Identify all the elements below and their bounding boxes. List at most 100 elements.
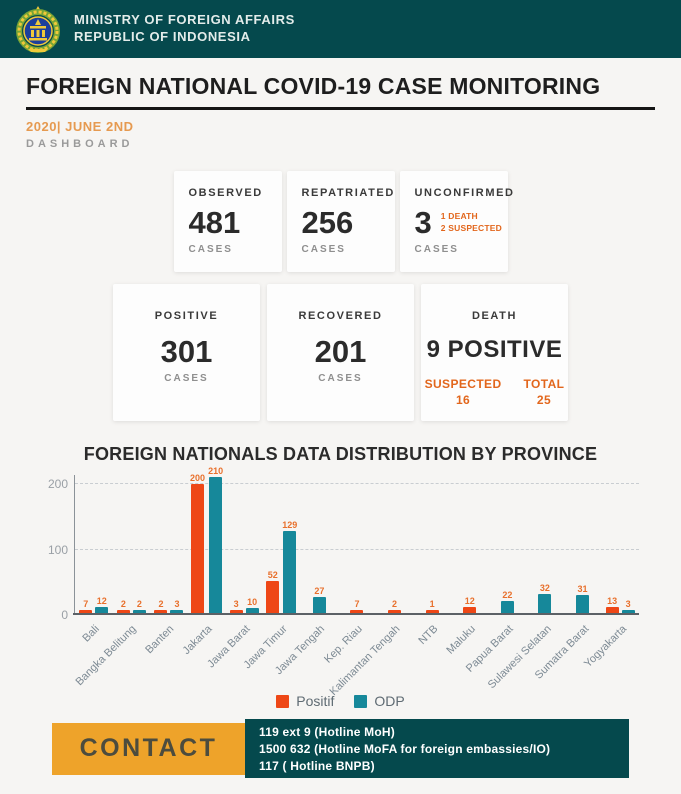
stat-unit: CASES bbox=[318, 373, 363, 384]
contact-line-moh: 119 ext 9 (Hotline MoH) bbox=[259, 724, 395, 739]
bar-value-label: 13 bbox=[607, 595, 618, 606]
stat-label: POSITIVE bbox=[154, 310, 219, 322]
positif-swatch-icon bbox=[276, 694, 290, 708]
note-death: 1 DEATH bbox=[440, 211, 478, 222]
stats-row-1: OBSERVED 481 CASES REPATRIATED 256 CASES… bbox=[26, 171, 655, 272]
chart-baseline bbox=[73, 613, 639, 615]
bar-odp bbox=[621, 609, 635, 615]
bar-value-label: 52 bbox=[267, 569, 278, 580]
stat-unit: CASES bbox=[188, 244, 233, 255]
x-axis-label: Yogyakarta bbox=[581, 623, 629, 671]
bar-group-papua-barat: 22 bbox=[489, 590, 527, 615]
stat-card-repatriated: REPATRIATED 256 CASES bbox=[286, 171, 395, 272]
bar-positif bbox=[266, 580, 280, 615]
chart-x-axis: Bali Bangka Belitung Banten Jakarta Jawa Bar… bbox=[74, 615, 639, 705]
bar-group-sumatra-barat: 31 bbox=[564, 584, 602, 615]
contact-info: 119 ext 9 (Hotline MoH) 1500 632 (Hotlin… bbox=[245, 719, 629, 778]
bar-value-label: 3 bbox=[233, 598, 239, 609]
stat-card-unconfirmed: UNCONFIRMED 3 1 DEATH 2 SUSPECTED CASES bbox=[399, 171, 513, 272]
legend-item-positif: Positif bbox=[276, 693, 334, 709]
bar-odp bbox=[209, 477, 223, 615]
x-axis-label: Bangka Belitung bbox=[73, 623, 140, 689]
bar-group-kep-riau: 7 bbox=[338, 598, 376, 615]
bar-value-label: 12 bbox=[96, 596, 107, 607]
stat-unit: CASES bbox=[301, 244, 346, 255]
stat-label: OBSERVED bbox=[188, 187, 263, 199]
bar-value-label: 31 bbox=[577, 583, 588, 594]
title-underline bbox=[26, 107, 655, 110]
ministry-name: MINISTRY OF FOREIGN AFFAIRS REPUBLIC OF … bbox=[74, 12, 295, 46]
bar-value-label: 27 bbox=[314, 586, 325, 597]
x-axis-label: Kalimantan Tengah bbox=[327, 623, 403, 698]
contact-line-mofa: 1500 632 (Hotline MoFA for foreign embas… bbox=[259, 741, 551, 756]
page-title: FOREIGN NATIONAL COVID-19 CASE MONITORIN… bbox=[26, 73, 601, 99]
stat-label: RECOVERED bbox=[298, 310, 383, 322]
bar-positif bbox=[388, 609, 402, 615]
date-label: 2020| JUNE 2ND bbox=[26, 119, 134, 134]
bar-group-maluku: 12 bbox=[451, 596, 489, 615]
bar-group-jawa-timur: 52 129 bbox=[263, 520, 301, 615]
chart-plot-area: 7 12 2 2 2 3 200 210 3 10 52 129 27 7 2 1 12 22 32 31 13 3 bbox=[73, 466, 639, 615]
legend-label: ODP bbox=[374, 693, 405, 709]
stat-card-recovered: RECOVERED 201 CASES bbox=[267, 284, 414, 421]
bar-positif bbox=[154, 609, 168, 615]
bar-group-kalimantan-tengah: 2 bbox=[376, 599, 414, 615]
bar-group-jakarta: 200 210 bbox=[188, 466, 226, 615]
stat-card-death: DEATH 9 POSITIVE SUSPECTED 16 TOTAL 25 bbox=[421, 284, 568, 421]
bar-positif bbox=[605, 606, 619, 615]
death-total: TOTAL 25 bbox=[523, 377, 565, 408]
stat-card-observed: OBSERVED 481 CASES bbox=[173, 171, 282, 272]
stat-unit: CASES bbox=[414, 244, 459, 255]
x-axis-label: Banten bbox=[143, 623, 177, 657]
bar-odp bbox=[245, 608, 259, 615]
bar-value-label: 3 bbox=[174, 598, 180, 609]
bar-odp bbox=[538, 594, 552, 615]
bar-group-jawa-barat: 3 10 bbox=[225, 597, 263, 615]
ministry-emblem-icon bbox=[16, 6, 60, 53]
bar-group-ntb: 1 bbox=[413, 598, 451, 615]
gridline bbox=[75, 548, 639, 550]
bar-odp bbox=[576, 594, 590, 615]
legend-item-odp: ODP bbox=[354, 693, 405, 709]
bar-value-label: 32 bbox=[539, 583, 550, 594]
note-suspected: 2 SUSPECTED bbox=[440, 222, 502, 233]
bar-value-label: 1 bbox=[429, 598, 435, 609]
bar-value-label: 2 bbox=[136, 598, 142, 609]
chart-bars: 7 12 2 2 2 3 200 210 3 10 52 129 27 7 2 1 12 22 32 31 13 3 bbox=[75, 466, 639, 615]
bar-value-label: 7 bbox=[83, 598, 89, 609]
bar-value-label: 3 bbox=[625, 598, 631, 609]
legend-label: Positif bbox=[296, 693, 335, 709]
bar-group-bali: 7 12 bbox=[75, 596, 113, 615]
dashboard-label: DASHBOARD bbox=[26, 138, 134, 150]
bar-group-yogyakarta: 13 3 bbox=[601, 595, 639, 615]
contact-section: CONTACT 119 ext 9 (Hotline MoH) 1500 632… bbox=[52, 719, 629, 778]
bar-positif bbox=[350, 609, 364, 615]
bar-value-label: 2 bbox=[158, 598, 164, 609]
bar-value-label: 200 bbox=[190, 473, 206, 483]
bar-odp bbox=[312, 597, 326, 615]
bar-positif bbox=[79, 609, 93, 615]
chart-title: FOREIGN NATIONALS DATA DISTRIBUTION BY P… bbox=[83, 444, 598, 464]
contact-line-bnpb: 117 ( Hotline BNPB) bbox=[259, 758, 375, 773]
stat-note: 1 DEATH 2 SUSPECTED bbox=[441, 211, 502, 234]
gridline bbox=[75, 483, 639, 484]
bar-odp bbox=[95, 607, 109, 615]
bar-value-label: 22 bbox=[502, 589, 513, 600]
bar-positif bbox=[191, 484, 205, 615]
stat-value: 256 bbox=[301, 205, 354, 240]
stat-label: DEATH bbox=[471, 310, 518, 322]
bar-value-label: 12 bbox=[464, 596, 475, 607]
bar-positif bbox=[116, 609, 130, 615]
bar-value-label: 129 bbox=[282, 519, 298, 530]
stat-card-positive: POSITIVE 301 CASES bbox=[113, 284, 260, 421]
province-bar-chart: 0 100 200 7 12 2 2 2 3 200 210 3 10 52 129 27 7 2 1 12 22 32… bbox=[44, 466, 639, 705]
y-tick-label: 100 bbox=[47, 542, 68, 557]
bar-value-label: 10 bbox=[247, 597, 258, 608]
bar-value-label: 7 bbox=[354, 598, 360, 609]
stat-value: 301 bbox=[160, 334, 213, 369]
bar-odp bbox=[132, 609, 146, 615]
death-positive-value: 9 POSITIVE bbox=[426, 336, 563, 363]
stat-value: 201 bbox=[314, 334, 367, 369]
chart-y-axis: 0 100 200 bbox=[44, 475, 74, 622]
